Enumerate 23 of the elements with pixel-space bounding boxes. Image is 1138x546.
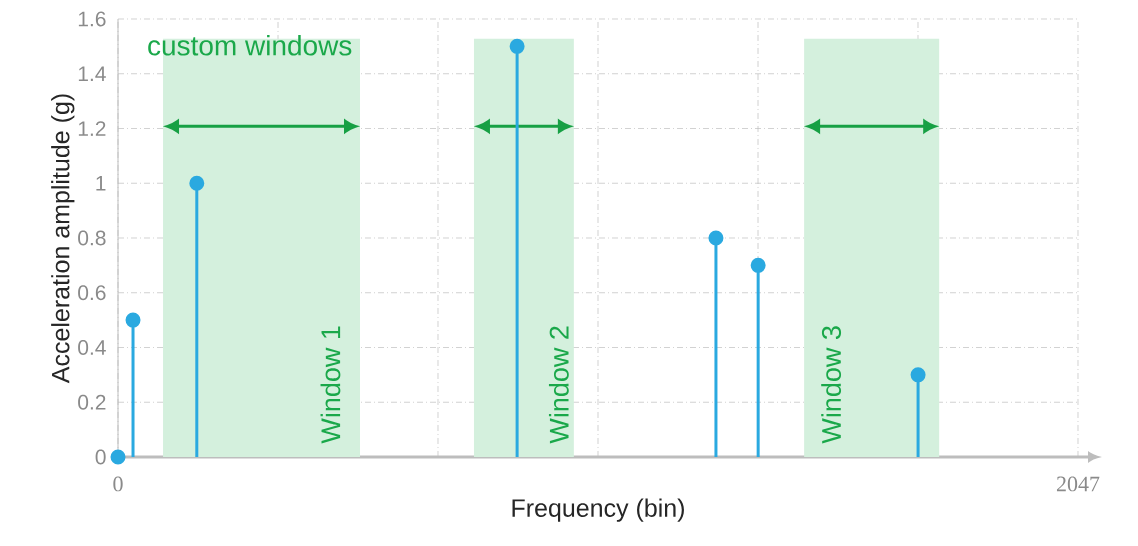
band-label: Window 2 [548, 326, 569, 444]
y-tick-label: 1.4 [78, 66, 106, 81]
y-tick-label: 1 [96, 176, 106, 191]
point [189, 175, 205, 191]
y-tick-label: 0.8 [78, 230, 106, 246]
y-tick-label: 0.6 [78, 285, 106, 301]
y-tick-label: 1.2 [78, 121, 106, 136]
band-label: Window 3 [821, 326, 842, 444]
x-tick-label: 2047 [1056, 476, 1100, 492]
y-tick-label: 0 [95, 449, 106, 465]
x-axis-title: Frequency (bin) [512, 498, 684, 522]
y-tick-label: 1.6 [78, 11, 106, 27]
y-tick-label: 0.2 [78, 394, 106, 410]
point [509, 38, 525, 54]
y-tick-label: 0.4 [78, 340, 106, 355]
point [750, 257, 766, 273]
band-label: Window 1 [320, 326, 341, 444]
point [910, 367, 926, 383]
point [125, 312, 141, 328]
point [110, 449, 126, 465]
annotation: custom windows [148, 35, 352, 56]
point [708, 230, 724, 246]
y-axis-title: Acceleration amplitude (g) [51, 94, 75, 384]
